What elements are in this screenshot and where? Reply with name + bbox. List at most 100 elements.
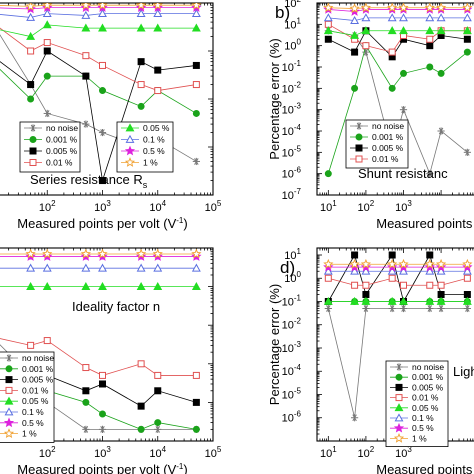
data-point bbox=[437, 304, 445, 313]
legend-entry-no-noise: no noise bbox=[390, 362, 444, 372]
x-axis-label: Measured points per bbox=[376, 216, 474, 231]
data-point bbox=[153, 9, 163, 18]
x-tick-label: 104 bbox=[149, 199, 166, 214]
data-point bbox=[98, 128, 107, 137]
y-tick-label: 10-1 bbox=[282, 293, 302, 308]
legend-label: 0.5 % bbox=[412, 423, 434, 433]
data-point bbox=[463, 274, 471, 282]
data-point bbox=[350, 15, 360, 24]
data-point bbox=[154, 87, 162, 95]
data-point bbox=[323, 261, 334, 272]
legend-label: 0.01 % bbox=[372, 154, 399, 164]
data-point bbox=[137, 81, 145, 89]
series-0-005 bbox=[324, 251, 471, 305]
data-point bbox=[398, 258, 409, 269]
legend-entry-1: 1 % bbox=[121, 157, 158, 168]
series-line bbox=[327, 253, 468, 303]
series-0-5 bbox=[323, 4, 473, 16]
legend-frame bbox=[345, 119, 409, 169]
data-point bbox=[399, 13, 408, 22]
legend-marker bbox=[125, 123, 135, 132]
data-point bbox=[43, 72, 51, 80]
data-point bbox=[42, 248, 53, 259]
legend-marker bbox=[393, 433, 405, 443]
data-point bbox=[436, 26, 446, 35]
plot-area bbox=[0, 248, 202, 433]
data-point bbox=[349, 3, 360, 13]
data-point bbox=[399, 26, 408, 35]
data-point bbox=[42, 9, 52, 18]
data-point bbox=[99, 61, 106, 69]
data-point bbox=[153, 281, 163, 290]
x-tick-label: 102 bbox=[39, 199, 56, 214]
data-point bbox=[191, 263, 201, 272]
data-point bbox=[349, 258, 360, 269]
data-point bbox=[350, 414, 359, 422]
legend-label: 0.005 % bbox=[372, 143, 404, 153]
legend-marker bbox=[4, 396, 14, 405]
data-point bbox=[425, 266, 435, 275]
data-point bbox=[388, 274, 396, 282]
legend-marker bbox=[29, 124, 37, 132]
data-point bbox=[191, 3, 202, 10]
legend-marker bbox=[5, 386, 13, 394]
data-point bbox=[350, 296, 360, 305]
data-point bbox=[136, 23, 146, 32]
x-axis-label: Measured points per volt (V-1) bbox=[17, 462, 187, 474]
data-point bbox=[463, 48, 471, 56]
plot-area bbox=[323, 3, 473, 178]
legend-marker bbox=[395, 394, 403, 402]
legend-label: no noise bbox=[412, 362, 444, 372]
data-point bbox=[81, 281, 91, 290]
legend-right: 0.05 % 0.1 %0.5 % 1 % bbox=[116, 121, 174, 173]
legend-marker bbox=[355, 144, 363, 152]
series-0-05 bbox=[323, 26, 472, 39]
legend-entry-1: 1 % bbox=[390, 433, 427, 443]
data-point bbox=[26, 31, 36, 40]
data-point bbox=[152, 3, 163, 10]
data-point bbox=[191, 281, 201, 290]
x-tick-label: 101 bbox=[320, 445, 337, 460]
legend-label: 1 % bbox=[412, 433, 427, 443]
data-point bbox=[136, 248, 147, 259]
x-tick-label: 104 bbox=[149, 445, 166, 460]
y-tick-label: 10-6 bbox=[282, 410, 302, 425]
data-point bbox=[323, 258, 334, 269]
data-point bbox=[154, 425, 162, 433]
data-point bbox=[99, 410, 106, 418]
data-point bbox=[362, 281, 370, 289]
y-tick-label: 102 bbox=[284, 0, 301, 10]
data-point bbox=[399, 266, 408, 275]
legend-marker bbox=[4, 407, 14, 416]
series-0-01 bbox=[324, 274, 471, 289]
series-0-01 bbox=[324, 20, 471, 56]
legend-entry-0-005: 0.005 % bbox=[390, 382, 444, 392]
legend-entry-0-1: 0.1 % bbox=[0, 407, 44, 417]
data-point bbox=[388, 84, 396, 92]
y-tick-label: 10-7 bbox=[282, 187, 302, 202]
panel-label-b: b) bbox=[275, 3, 290, 22]
data-point bbox=[43, 337, 51, 345]
legend-label: no noise bbox=[46, 123, 78, 133]
data-point bbox=[137, 102, 145, 110]
data-point bbox=[361, 266, 371, 275]
legend-marker bbox=[124, 157, 136, 167]
legend-marker bbox=[29, 159, 37, 166]
data-point bbox=[97, 3, 108, 10]
data-point bbox=[82, 120, 90, 128]
legend-entry-0-01: 0.01 % bbox=[24, 158, 73, 168]
legend-label: 0.01 % bbox=[46, 158, 73, 168]
data-point bbox=[400, 69, 407, 77]
y-tick-label: 10-5 bbox=[282, 144, 302, 159]
data-point bbox=[424, 3, 435, 13]
data-point bbox=[463, 304, 471, 313]
legend-label: 0.1 % bbox=[143, 135, 165, 145]
legend-entry-0-5: 0.5 % bbox=[121, 145, 165, 156]
data-point bbox=[435, 261, 447, 272]
data-point bbox=[27, 341, 35, 349]
legend-marker bbox=[125, 134, 135, 143]
data-point bbox=[424, 261, 435, 272]
x-tick-label: 105 bbox=[205, 445, 222, 460]
data-point bbox=[154, 419, 162, 427]
